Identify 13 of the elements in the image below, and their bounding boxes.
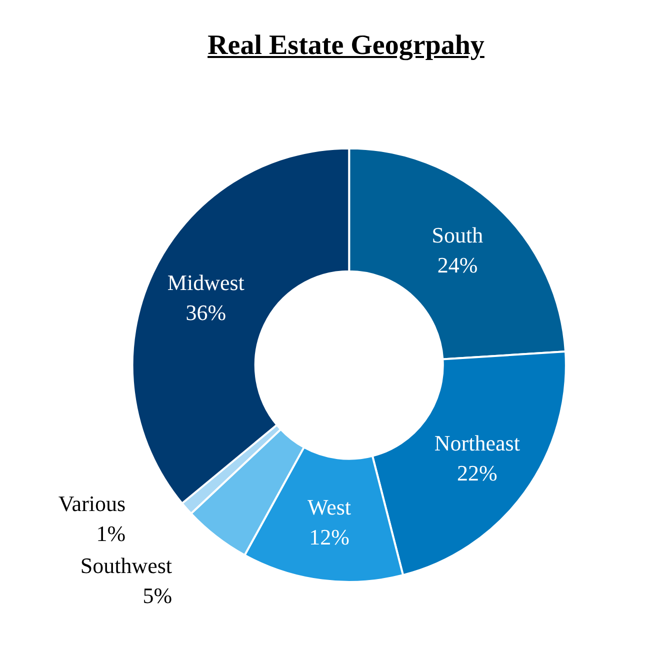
data-label: 1% <box>96 520 126 546</box>
slice-label: Midwest <box>167 270 244 296</box>
data-label: 24% <box>437 252 478 278</box>
chart-title: Real Estate Geogrpahy <box>206 29 486 63</box>
data-label: 22% <box>457 460 498 486</box>
slice-label: Northeast <box>434 430 520 456</box>
data-label: 36% <box>186 300 226 326</box>
slice-label: West <box>308 494 352 520</box>
data-label: 5% <box>142 582 172 608</box>
slice-label: Southwest <box>80 552 172 578</box>
slice-label: Various <box>58 490 126 516</box>
slice-label: South <box>432 222 484 248</box>
data-label: 12% <box>309 524 350 550</box>
